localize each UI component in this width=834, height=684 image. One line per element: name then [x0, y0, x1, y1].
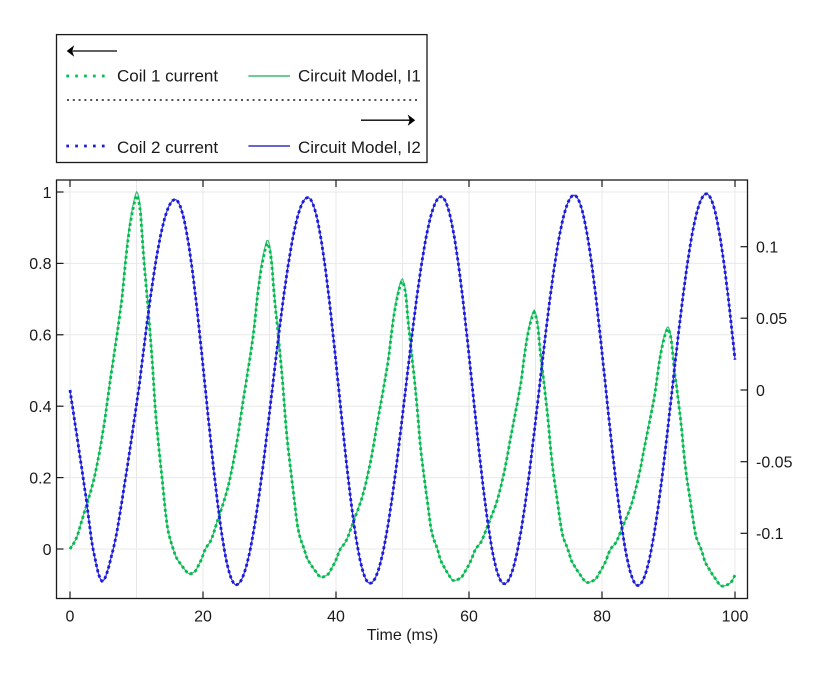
- svg-text:Time (ms): Time (ms): [367, 627, 438, 644]
- svg-text:Circuit Model, I2: Circuit Model, I2: [298, 138, 421, 157]
- svg-text:100: 100: [722, 609, 749, 626]
- svg-text:-0.05: -0.05: [756, 455, 793, 472]
- svg-text:1: 1: [43, 185, 52, 202]
- svg-text:-0.1: -0.1: [756, 526, 784, 543]
- svg-text:0.1: 0.1: [756, 240, 778, 257]
- svg-text:0: 0: [756, 383, 765, 400]
- svg-text:0.2: 0.2: [29, 470, 51, 487]
- svg-text:40: 40: [327, 609, 345, 626]
- svg-text:0.6: 0.6: [29, 328, 51, 345]
- svg-text:0.8: 0.8: [29, 256, 51, 273]
- svg-text:Coil 1 current: Coil 1 current: [117, 67, 218, 86]
- svg-text:Coil 2 current: Coil 2 current: [117, 138, 218, 157]
- svg-text:Circuit Model, I1: Circuit Model, I1: [298, 67, 421, 86]
- svg-text:80: 80: [593, 609, 611, 626]
- svg-text:20: 20: [194, 609, 212, 626]
- svg-text:0: 0: [66, 609, 75, 626]
- svg-text:0.4: 0.4: [29, 399, 51, 416]
- svg-text:0: 0: [43, 542, 52, 559]
- svg-text:60: 60: [460, 609, 478, 626]
- svg-text:0.05: 0.05: [756, 311, 787, 328]
